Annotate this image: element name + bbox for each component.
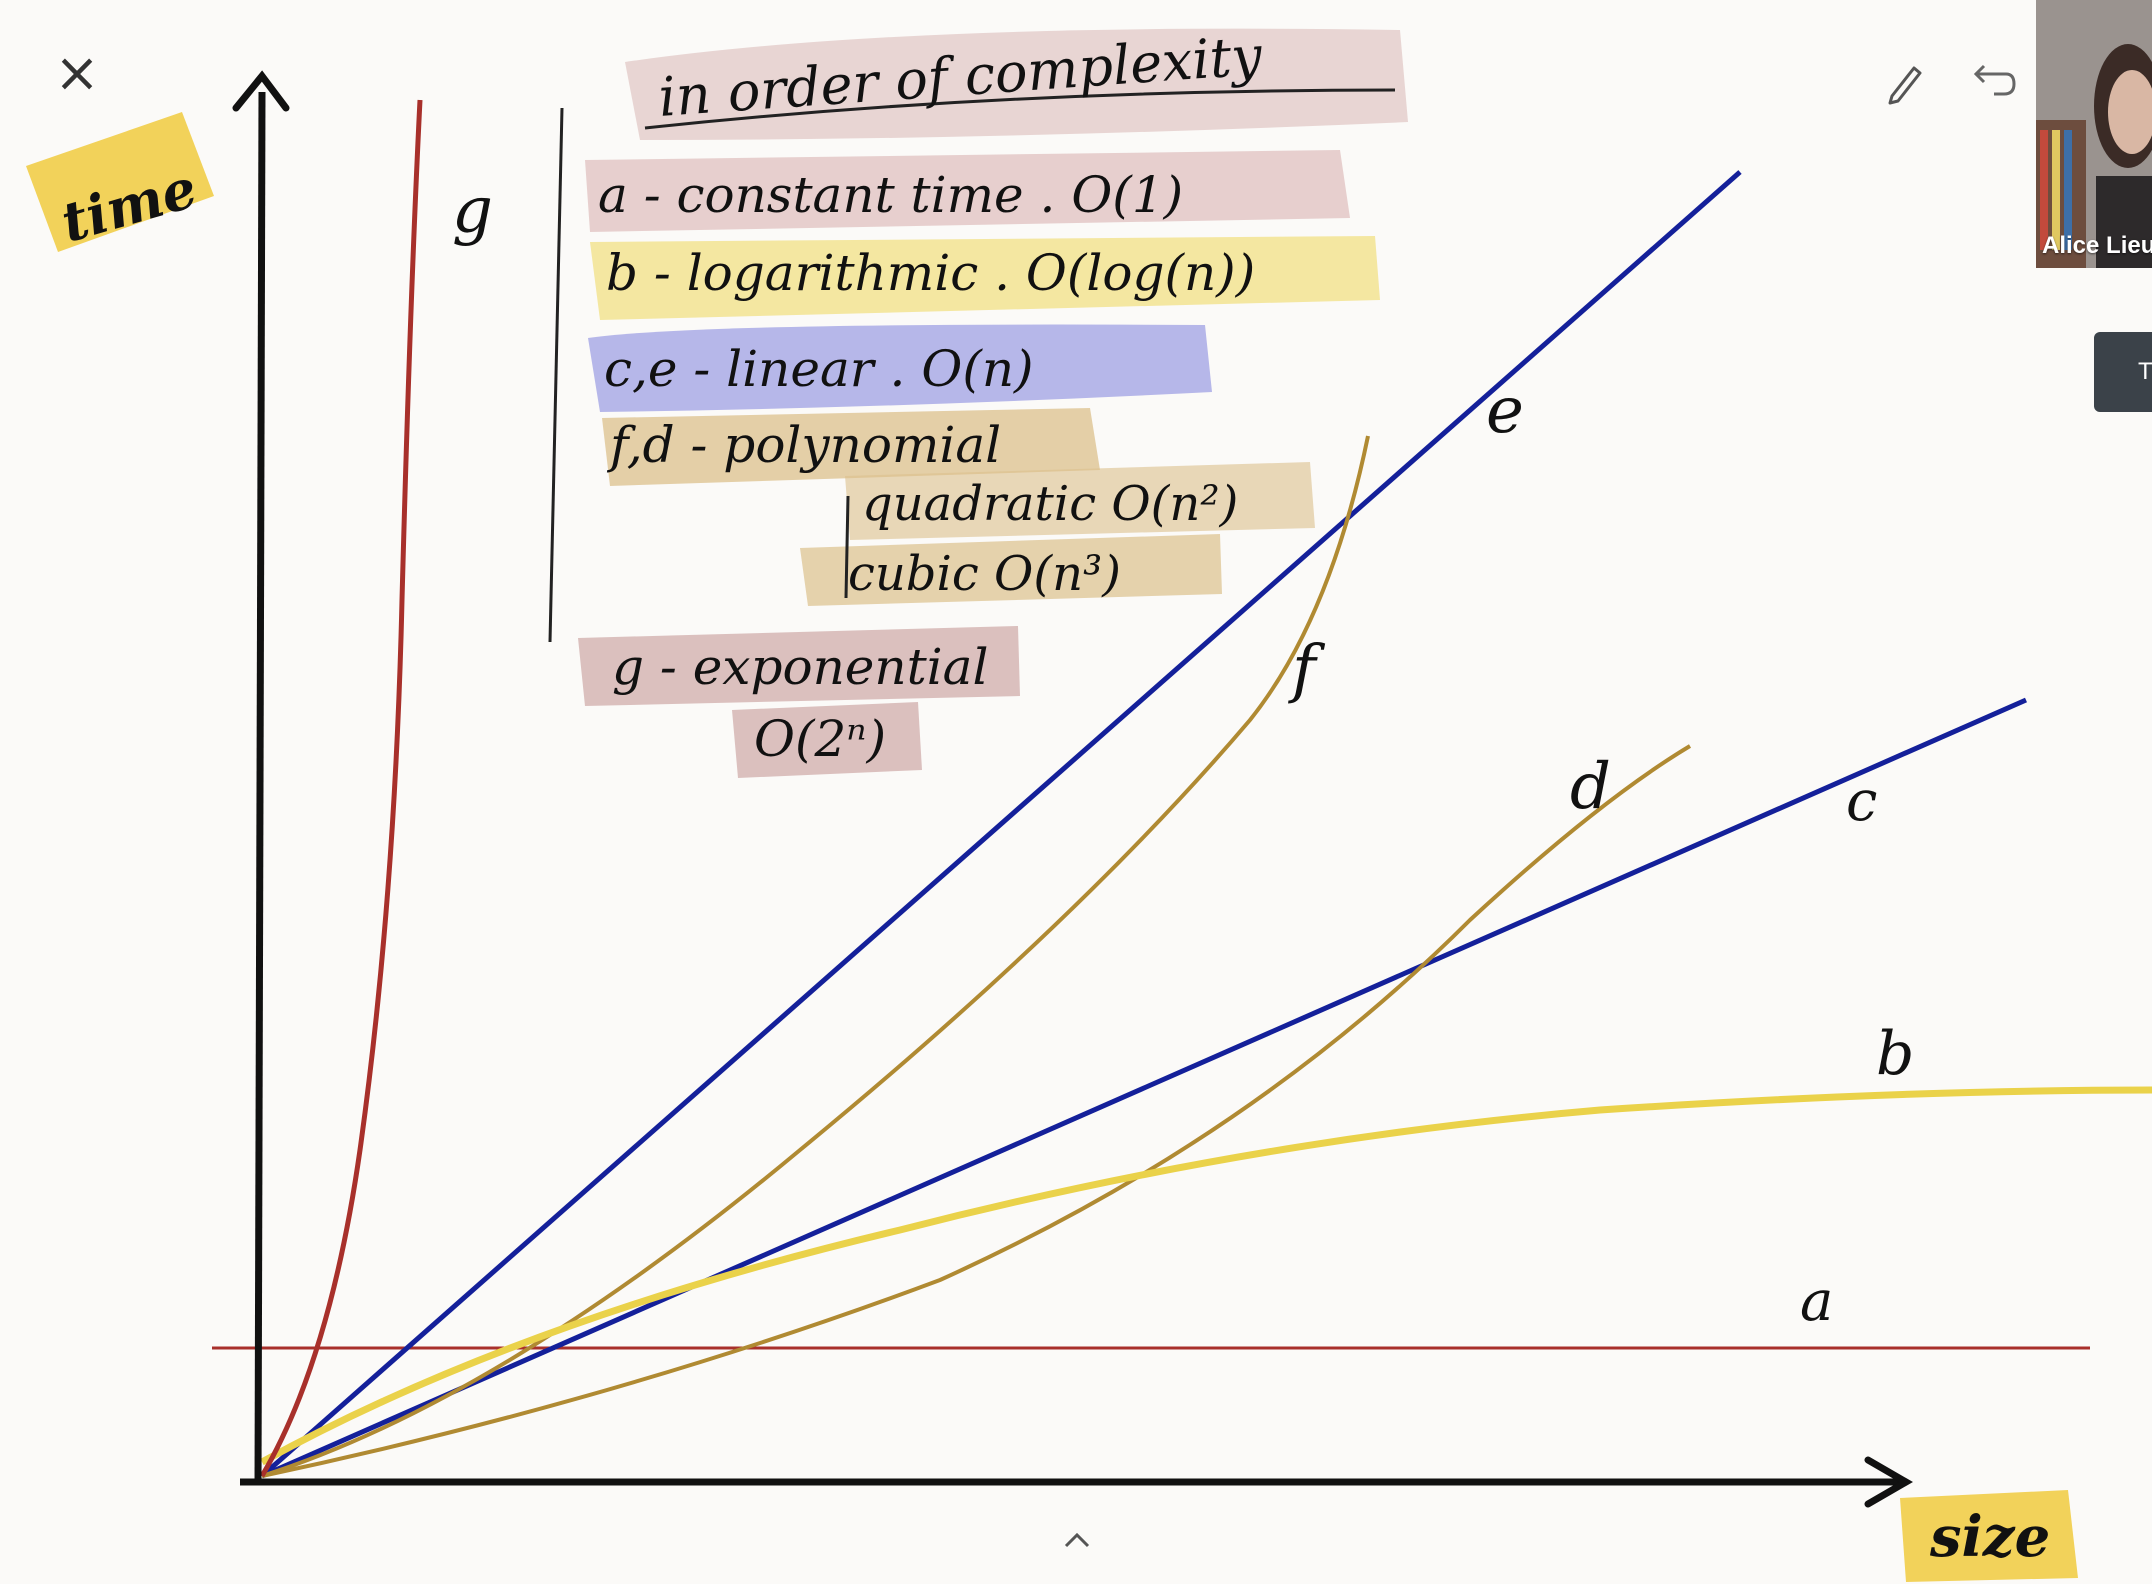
curve-label-f: f: [1288, 632, 1326, 706]
exponential-curve-g: [259, 99, 423, 1478]
close-button[interactable]: ×: [52, 46, 102, 100]
log-highlight: [590, 236, 1380, 320]
legend-row-exponential: g - exponential: [612, 638, 988, 696]
participant-video-tile[interactable]: Alice Lieut: [2036, 0, 2152, 268]
constant-highlight: [585, 150, 1350, 232]
log-curve-b: [260, 1086, 2152, 1466]
participant-video-frame: [2036, 0, 2152, 268]
polynomial-curve-f: [261, 435, 1370, 1478]
quadratic-highlight: [845, 462, 1315, 540]
curve-label-b: b: [1876, 1019, 1914, 1089]
pen-icon: [1888, 66, 1922, 105]
legend-row-polynomial: f,d - polynomial: [606, 416, 1001, 474]
legend-row-cubic: cubic O(n³): [848, 546, 1121, 602]
undo-icon: [1973, 64, 2016, 96]
size-axis-label: size: [1929, 1504, 2050, 1570]
polynomial-subbracket: [844, 495, 850, 599]
legend-bracket: [548, 107, 564, 643]
legend-row-constant: a - constant time . O(1): [598, 166, 1183, 224]
size-label-bg: [1900, 1490, 2078, 1582]
polynomial-curve-d: [261, 744, 1692, 1478]
legend-row-exponential-notation: O(2ⁿ): [754, 710, 886, 768]
curve-label-c: c: [1846, 769, 1877, 834]
title-underline: [644, 88, 1396, 130]
close-icon: ×: [54, 41, 100, 104]
legend-row-quadratic: quadratic O(n²): [862, 476, 1238, 532]
y-axis-arrow: [232, 70, 290, 112]
curve-label-a: a: [1800, 1269, 1833, 1334]
y-axis: [254, 91, 266, 1485]
linear-highlight: [588, 324, 1212, 412]
pen-tool-button[interactable]: [1878, 58, 1928, 108]
chevron-up-icon: [1064, 1532, 1090, 1548]
x-axis-arrow: [1864, 1456, 1913, 1508]
exponential-o-highlight: [732, 702, 922, 778]
side-tab-label: T: [2138, 358, 2152, 385]
polynomial-highlight: [602, 408, 1100, 486]
side-panel-tab[interactable]: T: [2094, 332, 2152, 412]
participant-name: Alice Lieut: [2042, 232, 2152, 259]
cubic-highlight: [800, 534, 1222, 606]
legend-row-linear: c,e - linear . O(n): [604, 340, 1034, 398]
linear-line-e: [260, 170, 1742, 1478]
expand-toolbar-button[interactable]: [1052, 1520, 1102, 1560]
legend-row-logarithmic: b - logarithmic . O(log(n)): [606, 244, 1255, 302]
exponential-highlight: [578, 626, 1020, 706]
time-label-bg: [26, 112, 214, 252]
undo-button[interactable]: [1964, 56, 2020, 106]
linear-line-c: [260, 697, 2028, 1479]
curve-label-g: g: [452, 174, 493, 248]
curve-label-e: e: [1486, 374, 1524, 448]
curve-label-d: d: [1570, 750, 1611, 824]
